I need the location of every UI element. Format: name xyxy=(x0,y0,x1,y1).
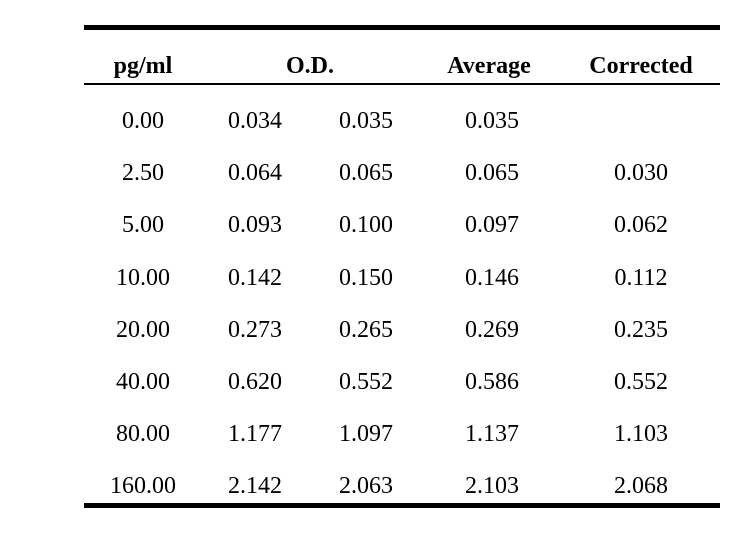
table-top-rule xyxy=(84,25,720,30)
cell-pg-ml: 80.00 xyxy=(116,421,170,448)
cell-od-1: 0.620 xyxy=(228,369,282,395)
cell-od-2: 0.035 xyxy=(339,108,393,134)
table-bottom-rule xyxy=(84,503,720,508)
cell-od-1: 1.177 xyxy=(228,421,282,448)
cell-average: 0.035 xyxy=(465,108,519,134)
cell-pg-ml: 0.00 xyxy=(122,108,164,134)
cell-od-2: 0.150 xyxy=(339,264,393,291)
cell-corrected: 0.552 xyxy=(614,369,668,395)
cell-od-2: 0.552 xyxy=(339,369,393,395)
cell-corrected: 0.112 xyxy=(614,264,668,291)
cell-pg-ml: 5.00 xyxy=(122,212,164,239)
header-corrected: Corrected xyxy=(589,53,693,79)
header-pg-ml: pg/ml xyxy=(113,53,173,79)
cell-average: 0.269 xyxy=(465,316,519,343)
cell-average: 1.137 xyxy=(465,421,519,448)
cell-corrected: 1.103 xyxy=(614,421,668,448)
header-average: Average xyxy=(447,53,531,79)
cell-corrected: 0.062 xyxy=(614,212,668,239)
cell-pg-ml: 2.50 xyxy=(122,160,164,187)
cell-pg-ml: 20.00 xyxy=(116,316,170,343)
cell-corrected: 0.030 xyxy=(614,160,668,187)
cell-average: 0.065 xyxy=(465,160,519,187)
cell-od-1: 0.064 xyxy=(228,160,282,187)
cell-od-1: 0.273 xyxy=(228,316,282,343)
cell-od-1: 2.142 xyxy=(228,473,282,500)
cell-pg-ml: 40.00 xyxy=(116,369,170,395)
cell-od-1: 0.142 xyxy=(228,264,282,291)
cell-od-2: 2.063 xyxy=(339,473,393,500)
cell-od-2: 0.265 xyxy=(339,316,393,343)
cell-od-2: 0.100 xyxy=(339,212,393,239)
cell-average: 0.146 xyxy=(465,264,519,291)
cell-corrected: 2.068 xyxy=(614,473,668,500)
cell-od-1: 0.093 xyxy=(228,212,282,239)
cell-average: 2.103 xyxy=(465,473,519,500)
cell-corrected: 0.235 xyxy=(614,316,668,343)
cell-average: 0.586 xyxy=(465,369,519,395)
cell-od-2: 0.065 xyxy=(339,160,393,187)
cell-pg-ml: 160.00 xyxy=(110,473,176,500)
cell-od-2: 1.097 xyxy=(339,421,393,448)
table-header-rule xyxy=(84,83,720,85)
cell-pg-ml: 10.00 xyxy=(116,264,170,291)
header-od: O.D. xyxy=(286,53,334,79)
cell-average: 0.097 xyxy=(465,212,519,239)
cell-od-1: 0.034 xyxy=(228,108,282,134)
